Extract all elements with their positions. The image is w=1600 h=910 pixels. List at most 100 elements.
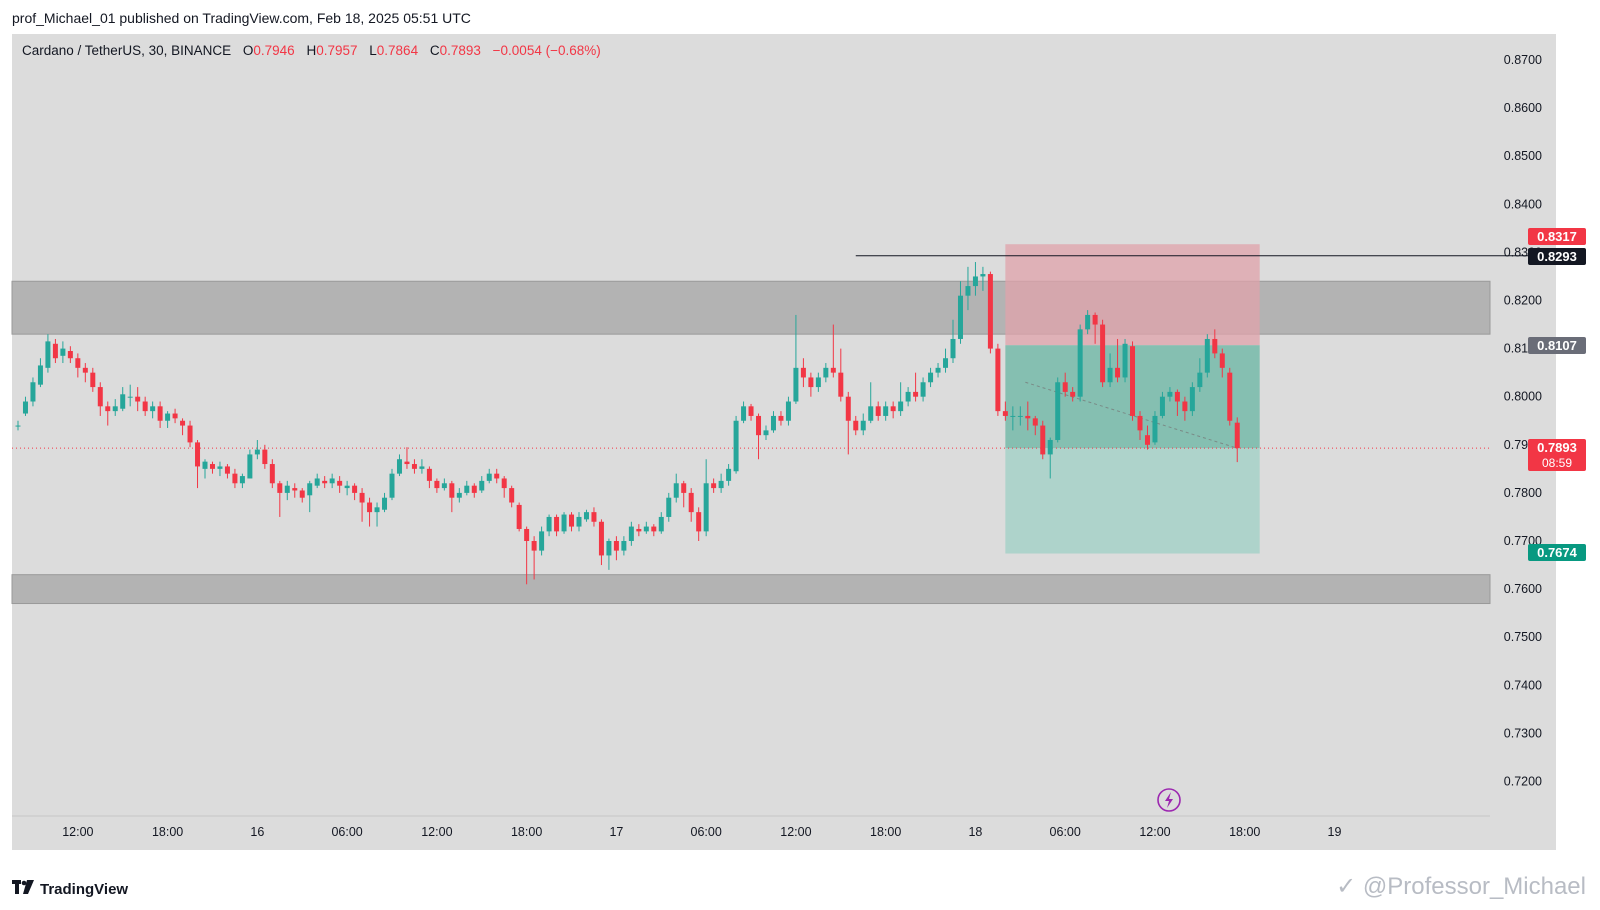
candle-body <box>45 341 51 368</box>
candle-body <box>172 413 178 419</box>
candle <box>943 348 949 373</box>
candle-body <box>688 492 694 513</box>
candle-body <box>1144 435 1150 445</box>
price-tick-label: 0.7500 <box>1504 630 1542 644</box>
candle-body <box>254 449 260 455</box>
candle-body <box>756 415 762 436</box>
candle-body <box>1122 343 1128 378</box>
candle <box>127 384 133 407</box>
candle <box>359 488 365 522</box>
tradingview-logo[interactable]: TradingView <box>12 880 128 899</box>
time-tick-label: 19 <box>1328 825 1342 839</box>
candle-body <box>97 387 103 407</box>
candle-body <box>905 391 911 402</box>
candle-body <box>165 413 171 421</box>
candle <box>1002 401 1008 421</box>
candle <box>950 319 956 364</box>
price-tick-label: 0.7200 <box>1504 775 1542 789</box>
candle <box>838 348 844 402</box>
chart-area[interactable]: 0.7200 0.7300 0.7400 0.7500 0.7600 0.7700 0.78… <box>0 0 1600 870</box>
candle <box>576 512 582 532</box>
candle <box>628 521 634 546</box>
price-axis[interactable]: 0.72000.73000.74000.75000.76000.77000.78… <box>1504 53 1542 789</box>
candle-body <box>726 468 732 481</box>
candle-body <box>576 516 582 527</box>
candle-body <box>224 466 230 474</box>
publisher-line: prof_Michael_01 published on TradingView… <box>12 10 471 26</box>
candle-body <box>1115 367 1121 378</box>
candle <box>329 473 335 489</box>
price-tick-label: 0.8700 <box>1504 53 1542 67</box>
symbol-label[interactable]: Cardano / TetherUS, 30, BINANCE <box>22 43 232 58</box>
candle <box>419 459 425 474</box>
candle <box>1055 377 1061 443</box>
candle-body <box>314 478 320 486</box>
candle <box>45 334 51 373</box>
time-tick-label: 12:00 <box>62 825 93 839</box>
candle <box>464 480 470 496</box>
price-axis-background <box>1490 34 1556 816</box>
candle-body <box>569 514 575 527</box>
candle <box>980 266 986 291</box>
candle-body <box>748 406 754 416</box>
candle <box>741 401 747 424</box>
candle-body <box>987 274 993 349</box>
candle-body <box>359 492 365 503</box>
candle <box>337 476 343 493</box>
candle <box>756 413 762 460</box>
price-tick-label: 0.8000 <box>1504 390 1542 404</box>
candle-body <box>389 473 395 498</box>
candle <box>112 399 118 416</box>
candle <box>1062 372 1068 397</box>
candle <box>613 536 619 561</box>
candlestick-chart[interactable]: 0.72000.73000.74000.75000.76000.77000.78… <box>0 0 1600 870</box>
candle-body <box>733 420 739 472</box>
author-watermark: ✓ @Professor_Michael <box>1336 872 1586 901</box>
candle <box>1227 367 1233 426</box>
candle-body <box>112 406 118 412</box>
candle <box>666 492 672 522</box>
candle-body <box>965 286 971 296</box>
candle <box>696 507 702 541</box>
low-value: 0.7864 <box>376 43 419 58</box>
candle-body <box>269 464 275 484</box>
candle-body <box>621 541 627 551</box>
candle <box>501 476 507 498</box>
candle-body <box>1085 314 1091 330</box>
candle <box>800 358 806 388</box>
candle <box>1167 387 1173 402</box>
candle-body <box>1047 439 1053 455</box>
flash-icon[interactable] <box>1157 788 1181 812</box>
candle <box>531 536 537 580</box>
candle-body <box>643 526 649 532</box>
change-value: −0.0054 (−0.68%) <box>492 43 601 58</box>
candle <box>1189 382 1195 416</box>
time-tick-label: 06:00 <box>1050 825 1081 839</box>
candle <box>703 459 709 537</box>
candle-body <box>868 406 874 421</box>
candle-body <box>531 541 537 551</box>
candle-body <box>232 473 238 484</box>
candle <box>965 266 971 311</box>
candle-body <box>1152 415 1158 443</box>
candle <box>733 415 739 474</box>
candle-body <box>890 406 896 412</box>
candle <box>785 396 791 426</box>
candle-body <box>277 483 283 493</box>
candle-body <box>411 464 417 469</box>
candle <box>1077 324 1083 402</box>
resistance-zone <box>11 280 1491 335</box>
last-price-tag: 0.7893 08:59 <box>1528 439 1586 471</box>
candle-body <box>524 528 530 541</box>
candle <box>1219 348 1225 378</box>
candle <box>883 401 889 421</box>
candle <box>681 480 687 508</box>
price-tick-label: 0.8200 <box>1504 294 1542 308</box>
candle <box>726 464 732 486</box>
candle <box>30 377 36 407</box>
candle <box>778 411 784 426</box>
candle <box>524 526 530 585</box>
time-axis[interactable]: 12:00 18:00 16 06:00 12:00 18:00 17 06:00 12:00 1… <box>62 825 1341 839</box>
candle <box>711 478 717 493</box>
candle-body <box>1070 391 1076 397</box>
